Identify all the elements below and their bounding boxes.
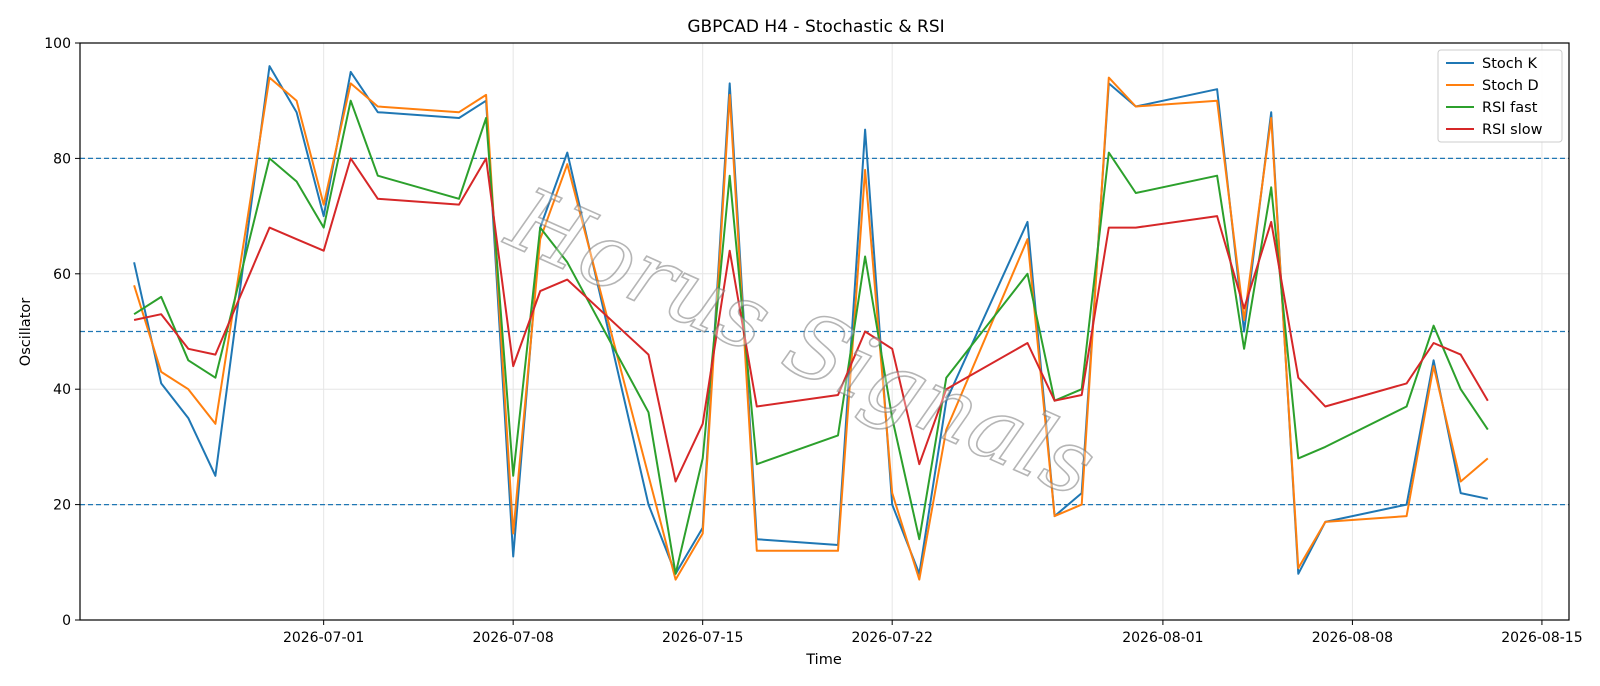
- x-tick-label: 2026-07-08: [472, 630, 553, 646]
- y-axis-title: Oscillator: [18, 298, 34, 366]
- watermark: Horus Signals: [492, 166, 1110, 517]
- y-tick-label: 60: [53, 267, 71, 283]
- x-axis: 2026-07-01 2026-07-08 2026-07-15 2026-07-22…: [283, 620, 1583, 646]
- chart-title: GBPCAD H4 - Stochastic & RSI: [687, 17, 944, 37]
- reference-lines: [80, 157, 1569, 506]
- x-tick-label: 2026-07-15: [662, 630, 743, 646]
- legend-box: [1437, 49, 1563, 143]
- legend-label: RSI fast: [1482, 100, 1538, 116]
- plot-frame: [79, 42, 1570, 621]
- y-tick-label: 20: [53, 498, 71, 514]
- series-line-rsi-fast: [133, 99, 1489, 575]
- y-tick-label: 100: [44, 36, 71, 52]
- legend-label: Stoch D: [1482, 78, 1539, 94]
- x-tick-label: 2026-08-15: [1501, 630, 1582, 646]
- y-tick-label: 40: [53, 382, 71, 398]
- x-tick-label: 2026-07-22: [851, 630, 932, 646]
- series-line-rsi-slow: [133, 157, 1489, 483]
- y-axis: 0 20 40 60 80 100: [44, 36, 80, 629]
- x-tick-label: 2026-08-08: [1312, 630, 1393, 646]
- legend: Stoch K Stoch D RSI fast RSI slow: [1437, 49, 1563, 143]
- x-tick-label: 2026-08-01: [1122, 630, 1203, 646]
- y-tick-label: 0: [62, 613, 71, 629]
- legend-label: Stoch K: [1482, 56, 1538, 72]
- legend-label: RSI slow: [1482, 122, 1543, 138]
- series-line-stoch-d: [133, 76, 1489, 581]
- y-tick-label: 80: [53, 151, 71, 167]
- x-axis-title: Time: [805, 652, 842, 668]
- x-tick-label: 2026-07-01: [283, 630, 364, 646]
- series-group: [133, 65, 1489, 581]
